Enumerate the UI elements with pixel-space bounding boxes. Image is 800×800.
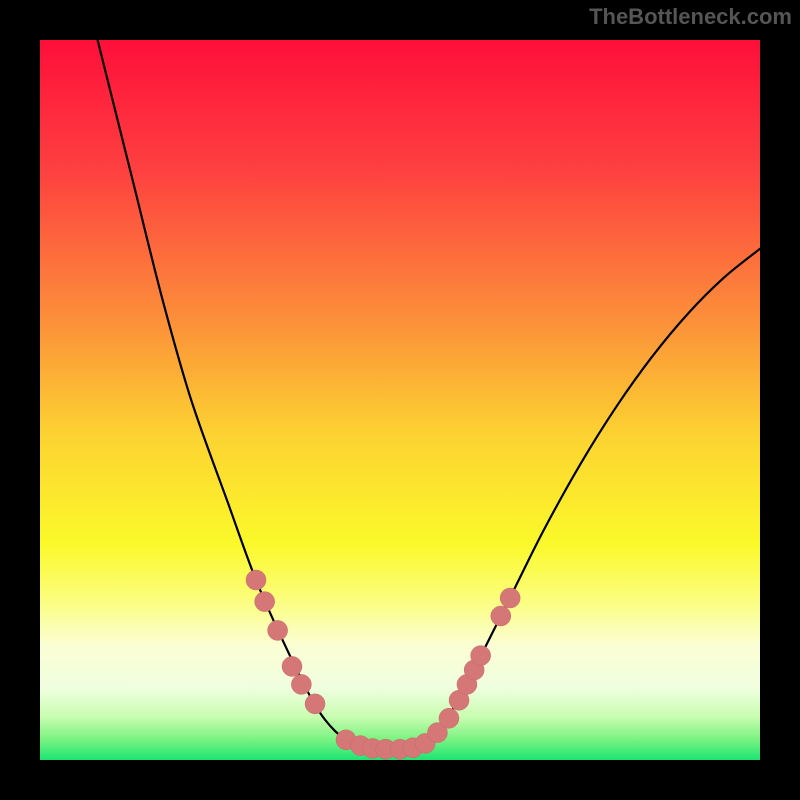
curve-marker xyxy=(282,656,302,676)
chart-stage: TheBottleneck.com xyxy=(0,0,800,800)
bottleneck-chart xyxy=(0,0,800,800)
curve-marker xyxy=(246,570,266,590)
curve-marker xyxy=(491,606,511,626)
plot-background xyxy=(40,40,760,760)
curve-marker xyxy=(305,694,325,714)
curve-marker xyxy=(268,620,288,640)
curve-marker xyxy=(439,708,459,728)
watermark-text: TheBottleneck.com xyxy=(589,4,792,30)
curve-marker xyxy=(471,646,491,666)
curve-marker xyxy=(500,588,520,608)
curve-marker xyxy=(291,674,311,694)
curve-marker xyxy=(255,592,275,612)
